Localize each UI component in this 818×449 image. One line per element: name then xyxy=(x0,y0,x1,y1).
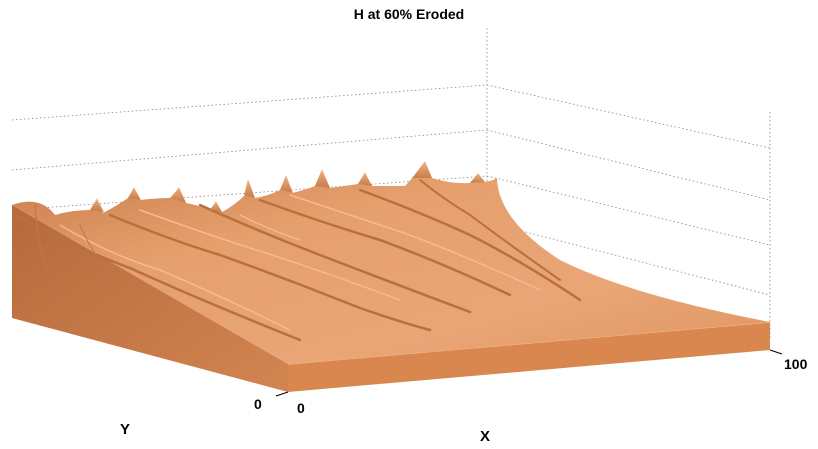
surface-top xyxy=(12,162,770,364)
chart-title: H at 60% Eroded xyxy=(353,6,465,22)
y-axis-label: Y xyxy=(120,421,131,438)
surface-ridges xyxy=(13,179,582,342)
x-tick-0: 0 xyxy=(297,400,305,416)
left-face xyxy=(12,205,288,392)
axis-ticks xyxy=(275,349,783,397)
y-tick-0: 0 xyxy=(254,396,262,412)
x-axis-label: X xyxy=(480,428,491,445)
grid-back-walls xyxy=(11,28,771,338)
front-face xyxy=(288,322,770,392)
peak-highlights xyxy=(90,161,485,212)
x-tick-100: 100 xyxy=(784,356,808,372)
